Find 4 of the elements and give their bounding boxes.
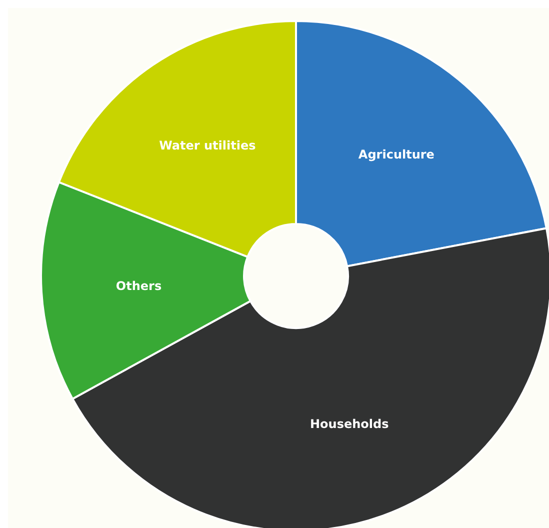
slice-label: Households <box>310 417 389 432</box>
slice-label: Others <box>116 278 162 293</box>
slice-label: Agriculture <box>358 148 434 162</box>
slice-label: Water utilities <box>159 138 256 153</box>
